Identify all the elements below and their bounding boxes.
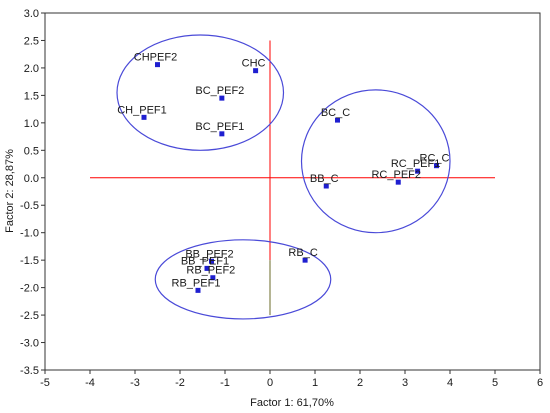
y-tick-label: -3.5 (20, 365, 39, 377)
y-axis-ticks: 3.0 2.5 2.0 1.5 1.0 0.5 0.0 -0.5 -1.0 -1.5 -2.0 -2.… (20, 8, 45, 377)
data-point (209, 258, 214, 264)
point-label: RC_PEF2 (371, 169, 421, 181)
data-point (323, 183, 329, 189)
y-tick-label: -0.5 (20, 200, 39, 212)
x-tick-label: 4 (447, 377, 453, 389)
point-label: RC_C (420, 153, 450, 165)
data-point (395, 179, 401, 185)
y-tick-label: -2.0 (20, 283, 39, 295)
point-label: RB_C (288, 247, 317, 259)
x-tick-label: 1 (312, 377, 318, 389)
x-tick-label: 6 (537, 377, 543, 389)
y-axis-title: Factor 2: 28,87% (4, 149, 16, 233)
y-tick-label: 0.5 (24, 145, 39, 157)
point-label: BC_PEF2 (195, 85, 244, 97)
x-tick-label: -3 (130, 377, 140, 389)
point-label: BB_PEF2 (185, 248, 233, 260)
data-point (415, 168, 421, 174)
data-point (219, 131, 225, 137)
data-point (210, 275, 216, 281)
cluster-ellipse-2 (300, 89, 451, 234)
data-point (219, 95, 225, 101)
plot-frame (44, 12, 541, 371)
x-tick-label: 5 (492, 377, 498, 389)
y-tick-label: 1.5 (24, 90, 39, 102)
cluster-ellipse-3 (154, 239, 332, 320)
point-label: BC_C (321, 107, 350, 119)
y-tick-label: -3.0 (20, 338, 39, 350)
x-tick-label: -1 (220, 377, 230, 389)
data-point (195, 287, 201, 293)
point-label: BB_PEF1 (181, 255, 229, 267)
data-point (335, 117, 340, 123)
point-label: RB_PEF2 (186, 265, 235, 277)
x-axis-ticks: -5 -4 -3 -2 -1 0 1 2 3 4 5 6 (40, 370, 543, 389)
data-points: CHPEF2CHCBC_PEF2CH_PEF1BC_PEF1BC_CRC_CRC… (117, 52, 450, 293)
data-point (141, 114, 147, 120)
x-tick-label: -4 (85, 377, 95, 389)
data-point (302, 257, 308, 263)
point-label: CHC (242, 58, 266, 70)
x-tick-label: 3 (402, 377, 408, 389)
x-tick-label: -2 (175, 377, 185, 389)
y-tick-label: -1.5 (20, 255, 39, 267)
cluster-ellipse-1 (116, 34, 285, 151)
point-label: BC_PEF1 (195, 121, 244, 133)
x-tick-label: 0 (267, 377, 273, 389)
cluster-ellipses (116, 34, 451, 320)
y-tick-label: 2.0 (24, 63, 39, 75)
y-tick-label: 3.0 (24, 8, 39, 20)
x-axis-title: Factor 1: 61,70% (250, 397, 334, 409)
data-point (204, 265, 210, 271)
y-tick-label: 0.0 (24, 173, 39, 185)
point-label: RC_PEF1 (391, 158, 441, 170)
y-tick-label: 1.0 (24, 118, 39, 130)
data-point (434, 163, 439, 169)
data-point (155, 62, 160, 68)
data-point (253, 68, 259, 74)
point-label: RB_PEF1 (172, 277, 221, 289)
x-tick-label: 2 (357, 377, 363, 389)
x-tick-label: -5 (40, 377, 50, 389)
y-tick-label: -2.5 (20, 310, 39, 322)
reference-lines (90, 40, 495, 316)
point-label: CH_PEF1 (117, 104, 167, 116)
y-tick-label: 2.5 (24, 35, 39, 47)
y-tick-label: -1.0 (20, 228, 39, 240)
point-label: CHPEF2 (134, 52, 177, 64)
point-label: BB_C (310, 173, 339, 185)
